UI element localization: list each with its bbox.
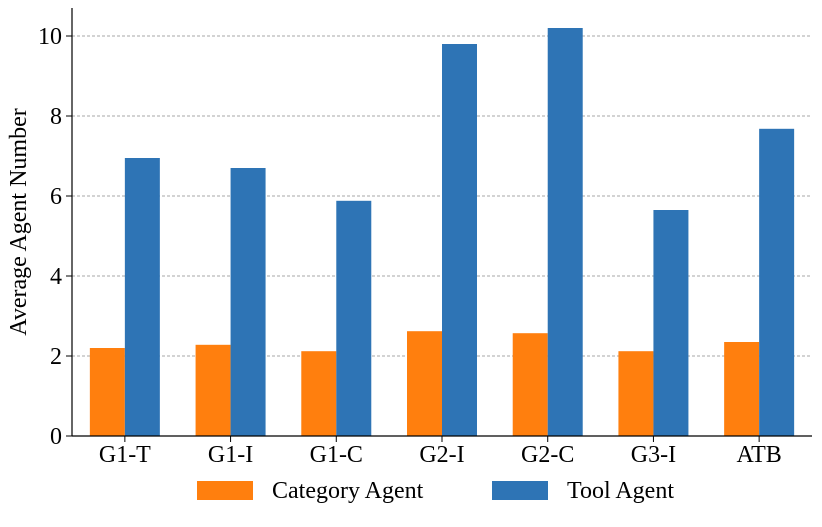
- y-tick-label: 4: [50, 264, 62, 290]
- y-axis-label: Average Agent Number: [6, 108, 32, 335]
- y-tick-label: 6: [50, 184, 62, 210]
- y-tick-label: 0: [50, 424, 62, 450]
- bar-tool-agent: [442, 44, 477, 436]
- bar-tool-agent: [653, 210, 689, 436]
- bar-category-agent: [618, 351, 654, 436]
- bar-category-agent: [512, 333, 548, 436]
- bar-category-agent: [301, 351, 337, 436]
- bar-category-agent: [89, 348, 125, 436]
- legend-swatch: [197, 481, 253, 500]
- bar-category-agent: [724, 342, 760, 436]
- x-tick-label: G2-I: [419, 442, 464, 468]
- legend: Category Agent Tool Agent: [197, 478, 674, 504]
- y-ticks: 0 2 4 6 8 10: [38, 24, 72, 450]
- bar-tool-agent: [230, 168, 266, 436]
- y-tick-label: 10: [38, 24, 62, 50]
- x-tick-label: G3-I: [631, 442, 676, 468]
- legend-label: Category Agent: [272, 478, 424, 504]
- x-tick-label: G1-C: [310, 442, 363, 468]
- legend-swatch: [492, 481, 548, 500]
- x-tick-label: ATB: [736, 442, 781, 468]
- y-tick-label: 2: [50, 344, 62, 370]
- bar-tool-agent: [124, 158, 160, 436]
- x-tick-label: G1-T: [99, 442, 151, 468]
- x-tick-label: G1-I: [208, 442, 253, 468]
- bar-category-agent: [407, 331, 442, 436]
- legend-label: Tool Agent: [567, 478, 674, 504]
- bars: [89, 28, 795, 437]
- x-ticks: G1-T G1-I G1-C G2-I G2-C G3-I ATB: [99, 436, 782, 468]
- x-tick-label: G2-C: [521, 442, 574, 468]
- bar-tool-agent: [547, 28, 583, 436]
- y-tick-label: 8: [50, 104, 62, 130]
- bar-tool-agent: [759, 128, 795, 437]
- bar-tool-agent: [336, 200, 372, 436]
- bar-category-agent: [195, 344, 231, 436]
